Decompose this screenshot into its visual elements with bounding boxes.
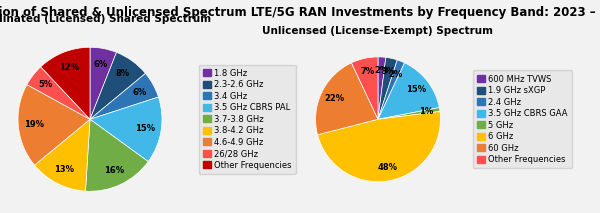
Wedge shape bbox=[90, 97, 162, 162]
Wedge shape bbox=[352, 57, 378, 119]
Text: 13%: 13% bbox=[55, 165, 74, 174]
Text: 19%: 19% bbox=[24, 120, 44, 129]
Text: 6%: 6% bbox=[132, 88, 146, 97]
Text: 15%: 15% bbox=[136, 124, 155, 132]
Wedge shape bbox=[35, 119, 90, 191]
Wedge shape bbox=[378, 57, 386, 119]
Text: 48%: 48% bbox=[377, 163, 397, 172]
Text: 16%: 16% bbox=[104, 166, 124, 175]
Wedge shape bbox=[90, 73, 158, 119]
Wedge shape bbox=[27, 67, 90, 119]
Legend: 600 MHz TVWS, 1.9 GHz sXGP, 2.4 GHz, 3.5 GHz CBRS GAA, 5 GHz, 6 GHz, 60 GHz, Oth: 600 MHz TVWS, 1.9 GHz sXGP, 2.4 GHz, 3.5… bbox=[473, 70, 572, 168]
Wedge shape bbox=[18, 85, 90, 165]
Wedge shape bbox=[85, 119, 148, 191]
Text: 5%: 5% bbox=[38, 80, 53, 89]
Wedge shape bbox=[378, 63, 439, 119]
Wedge shape bbox=[90, 47, 116, 119]
Text: 15%: 15% bbox=[406, 85, 427, 94]
Wedge shape bbox=[41, 47, 90, 119]
Wedge shape bbox=[316, 63, 378, 135]
Text: 1%: 1% bbox=[419, 107, 433, 116]
Title: Coordinated (Licensed) Shared Spectrum: Coordinated (Licensed) Shared Spectrum bbox=[0, 13, 212, 23]
Text: 12%: 12% bbox=[59, 63, 79, 72]
Wedge shape bbox=[378, 57, 397, 119]
Text: 22%: 22% bbox=[324, 94, 344, 103]
Text: 6%: 6% bbox=[94, 60, 107, 69]
Legend: 1.8 GHz, 2.3-2.6 GHz, 3.4 GHz, 3.5 GHz CBRS PAL, 3.7-3.8 GHz, 3.8-4.2 GHz, 4.6-4: 1.8 GHz, 2.3-2.6 GHz, 3.4 GHz, 3.5 GHz C… bbox=[199, 65, 296, 174]
Title: Unlicensed (License-Exempt) Spectrum: Unlicensed (License-Exempt) Spectrum bbox=[263, 26, 493, 36]
Wedge shape bbox=[378, 60, 404, 119]
Text: 2%: 2% bbox=[374, 66, 388, 75]
Wedge shape bbox=[378, 108, 440, 119]
Text: 3%: 3% bbox=[382, 67, 395, 76]
Wedge shape bbox=[90, 52, 145, 119]
Wedge shape bbox=[317, 111, 440, 182]
Text: 2%: 2% bbox=[389, 69, 403, 79]
Text: 7%: 7% bbox=[361, 67, 374, 76]
Text: Distribution of Shared & Unlicensed Spectrum LTE/5G RAN Investments by Frequency: Distribution of Shared & Unlicensed Spec… bbox=[0, 6, 600, 19]
Text: 8%: 8% bbox=[116, 69, 130, 78]
